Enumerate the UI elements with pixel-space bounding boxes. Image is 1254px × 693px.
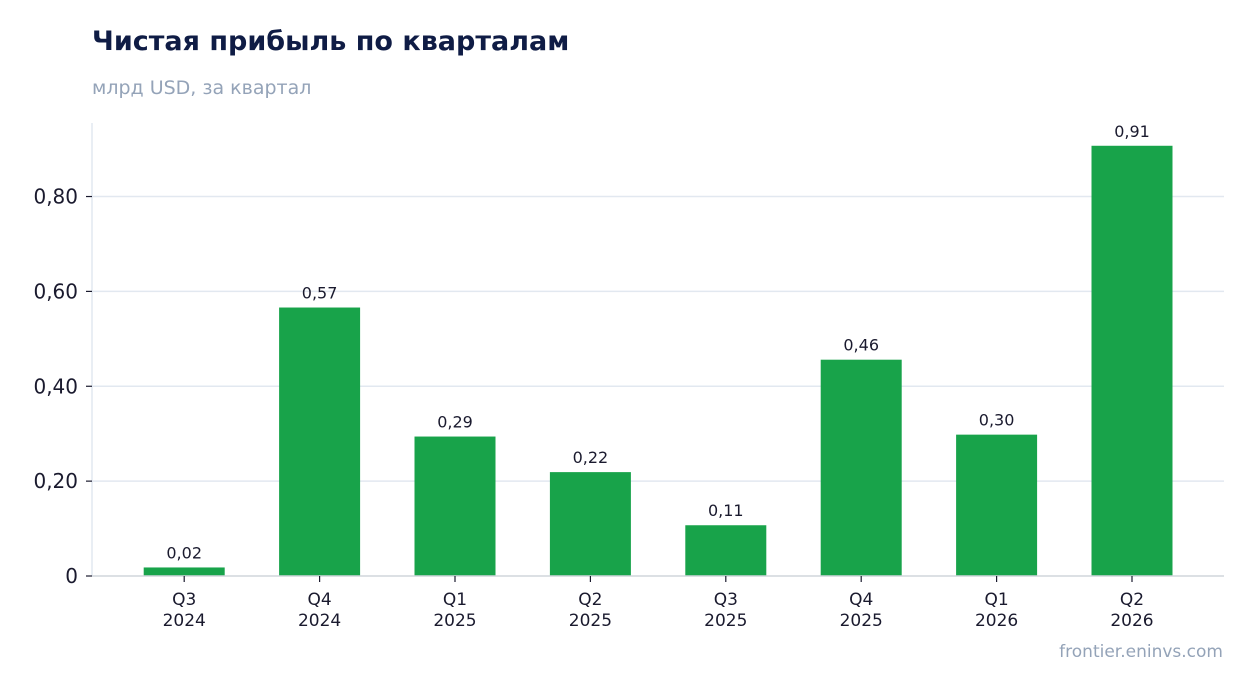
data-label: 0,30 <box>979 411 1015 430</box>
x-tick-label: 2025 <box>569 611 612 631</box>
chart-title: Чистая прибыль по кварталам <box>92 26 570 57</box>
chart-subtitle: млрд USD, за квартал <box>92 77 312 99</box>
data-label: 0,57 <box>302 284 338 303</box>
x-tick-label: Q3 <box>714 590 738 610</box>
x-tick-label: Q2 <box>578 590 602 610</box>
bar <box>549 472 631 576</box>
bar <box>1091 145 1173 576</box>
x-tick-label: 2025 <box>433 611 476 631</box>
bar <box>143 567 225 576</box>
x-tick-label: Q3 <box>172 590 196 610</box>
data-label: 0,29 <box>437 413 473 432</box>
data-label: 0,11 <box>708 501 744 520</box>
y-tick-label: 0,80 <box>33 185 78 209</box>
x-tick-label: 2025 <box>704 611 747 631</box>
data-label: 0,02 <box>166 543 202 562</box>
data-label: 0,46 <box>843 336 879 355</box>
y-tick-label: 0,60 <box>33 279 78 303</box>
bar <box>820 359 902 576</box>
data-label: 0,22 <box>573 448 609 467</box>
bar <box>279 307 361 576</box>
x-tick-label: 2026 <box>975 611 1018 631</box>
x-tick-label: Q1 <box>443 590 467 610</box>
x-tick-label: 2025 <box>840 611 883 631</box>
bar <box>956 434 1038 576</box>
y-tick-label: 0 <box>65 564 78 588</box>
x-tick-label: Q2 <box>1120 590 1144 610</box>
data-label: 0,91 <box>1114 122 1150 141</box>
x-tick-label: Q4 <box>307 590 331 610</box>
y-tick-label: 0,20 <box>33 469 78 493</box>
source-credit: frontier.eninvs.com <box>1059 642 1223 662</box>
y-tick-label: 0,40 <box>33 374 78 398</box>
bar <box>414 436 496 576</box>
x-tick-label: 2026 <box>1110 611 1153 631</box>
x-tick-label: 2024 <box>163 611 206 631</box>
x-tick-label: Q4 <box>849 590 873 610</box>
bar <box>685 525 767 576</box>
x-tick-label: 2024 <box>298 611 341 631</box>
x-tick-label: Q1 <box>984 590 1008 610</box>
